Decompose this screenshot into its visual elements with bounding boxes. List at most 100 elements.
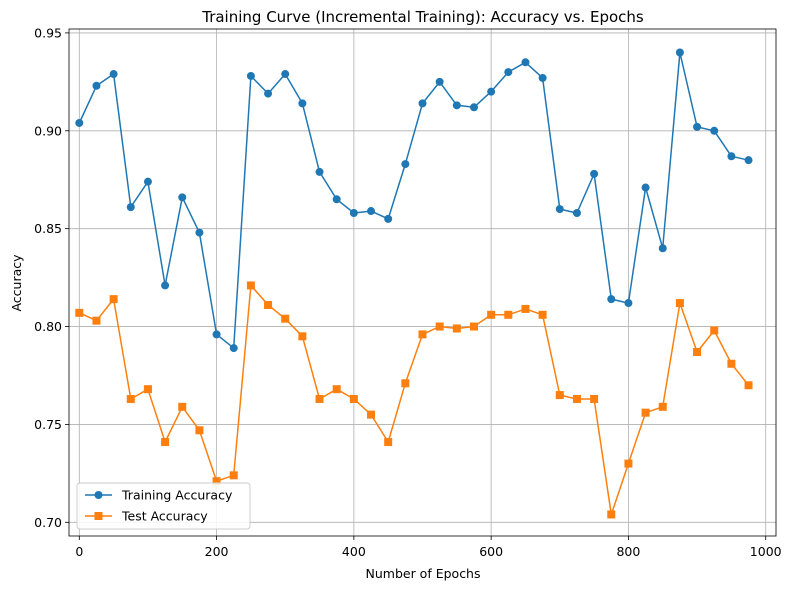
data-point-training: [744, 156, 753, 165]
x-axis-label: Number of Epochs: [366, 566, 481, 581]
data-point-training: [418, 99, 427, 108]
data-point-training: [538, 73, 547, 82]
data-point-training: [607, 295, 616, 304]
data-point-test: [126, 394, 135, 403]
data-point-test: [452, 324, 461, 333]
data-point-test: [624, 459, 633, 468]
data-point-test: [212, 477, 221, 486]
data-point-training: [281, 70, 290, 79]
data-point-test: [555, 391, 564, 400]
y-tick-label: 0.70: [34, 515, 62, 530]
series-line-training: [78, 51, 749, 349]
data-point-training: [126, 203, 135, 212]
legend-box: [76, 482, 251, 530]
data-point-training: [161, 281, 170, 290]
legend-marker-training: [94, 491, 103, 499]
data-point-test: [384, 438, 393, 447]
data-point-training: [504, 68, 513, 77]
data-point-test: [315, 394, 324, 403]
data-point-test: [92, 316, 101, 325]
legend-label-test: Test Accuracy: [121, 509, 208, 524]
x-tick-label: 800: [616, 544, 640, 559]
data-point-test: [281, 314, 290, 323]
data-point-training: [641, 183, 650, 192]
data-point-test: [572, 394, 581, 403]
data-point-training: [658, 244, 667, 253]
data-point-training: [452, 101, 461, 110]
data-point-test: [195, 426, 204, 435]
data-point-training: [143, 177, 152, 186]
data-point-test: [504, 310, 513, 319]
y-tick-label: 0.85: [34, 221, 62, 236]
data-point-test: [229, 471, 238, 480]
data-point-training: [264, 89, 273, 98]
data-point-test: [349, 394, 358, 403]
y-tick-label: 0.80: [34, 319, 62, 334]
legend: Training Accuracy Test Accuracy: [76, 482, 251, 530]
data-point-training: [727, 152, 736, 161]
y-axis-label: Accuracy: [9, 254, 24, 312]
x-tick-label: 0: [75, 544, 83, 559]
data-point-test: [298, 332, 307, 341]
data-point-training: [332, 195, 341, 204]
data-point-training: [624, 299, 633, 308]
data-point-test: [590, 394, 599, 403]
y-tick-label: 0.90: [34, 123, 62, 138]
data-point-test: [607, 510, 616, 519]
data-point-training: [401, 160, 410, 169]
data-point-training: [572, 209, 581, 218]
data-point-training: [315, 167, 324, 176]
plot-frame: [68, 28, 777, 537]
data-point-test: [675, 299, 684, 308]
data-point-training: [590, 169, 599, 178]
data-point-training: [109, 70, 118, 79]
data-point-training: [555, 205, 564, 214]
data-point-test: [727, 359, 736, 368]
data-point-training: [367, 207, 376, 216]
data-point-test: [521, 304, 530, 313]
data-point-test: [75, 308, 84, 317]
legend-label-training: Training Accuracy: [121, 488, 233, 503]
data-point-test: [109, 295, 118, 304]
legend-marker-test: [94, 512, 103, 520]
data-point-test: [658, 402, 667, 411]
data-point-test: [693, 347, 702, 356]
data-point-test: [435, 322, 444, 331]
data-point-training: [229, 344, 238, 353]
data-point-training: [469, 103, 478, 112]
data-point-test: [487, 310, 496, 319]
x-tick-label: 400: [342, 544, 366, 559]
data-point-training: [675, 48, 684, 57]
data-point-training: [195, 228, 204, 237]
data-point-test: [401, 379, 410, 388]
chart-title: Training Curve (Incremental Training): A…: [201, 8, 644, 26]
data-point-test: [264, 301, 273, 310]
data-point-test: [469, 322, 478, 331]
data-point-training: [435, 77, 444, 86]
data-point-test: [744, 381, 753, 390]
data-point-test: [538, 310, 547, 319]
data-point-test: [178, 402, 187, 411]
data-point-training: [710, 126, 719, 135]
data-point-test: [710, 326, 719, 335]
data-point-training: [349, 209, 358, 218]
tick-layer: 0 200 400 600 800 1000 0.70 0.75 0.80 0.85 0.90 0.9…: [34, 25, 782, 559]
data-point-training: [75, 118, 84, 127]
data-point-test: [418, 330, 427, 339]
data-point-test: [367, 410, 376, 419]
data-point-training: [521, 58, 530, 67]
y-tick-label: 0.75: [34, 417, 62, 432]
series-layer: [75, 48, 753, 519]
data-point-test: [161, 438, 170, 447]
data-point-training: [693, 122, 702, 131]
data-point-training: [92, 81, 101, 90]
data-point-test: [641, 408, 650, 417]
x-tick-label: 200: [205, 544, 229, 559]
x-tick-label: 1000: [750, 544, 782, 559]
series-line-test: [78, 284, 750, 516]
data-point-test: [143, 385, 152, 394]
data-point-test: [332, 385, 341, 394]
data-point-test: [246, 281, 255, 290]
x-tick-label: 600: [479, 544, 503, 559]
